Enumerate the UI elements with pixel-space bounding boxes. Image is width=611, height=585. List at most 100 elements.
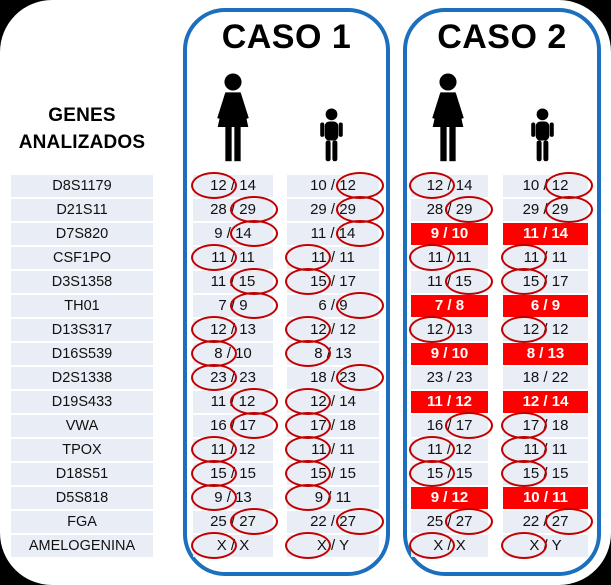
mother-alleles-cell: 25 / 27 xyxy=(193,508,278,535)
mother-alleles-cell: 9 / 14 xyxy=(193,220,278,247)
woman-icon xyxy=(206,72,260,169)
allele-row: 28 / 29 29 / 29 xyxy=(187,196,386,223)
gene-label: D18S51 xyxy=(11,463,153,485)
allele-text: 11 / 11 xyxy=(211,249,255,266)
allele-text: 6 / 9 xyxy=(530,297,561,314)
allele-row: 12 / 14 10 / 12 xyxy=(187,172,386,199)
allele-text: 9 / 13 xyxy=(214,489,252,506)
child-alleles-cell: X / Y xyxy=(285,532,379,559)
child-alleles-cell: 15 / 15 xyxy=(501,460,588,487)
gene-label: D16S539 xyxy=(11,343,153,365)
allele-text: 9 / 11 xyxy=(314,489,352,506)
allele-text: X / X xyxy=(433,537,466,554)
allele-row: X / X X / Y xyxy=(187,532,386,559)
allele-text: 6 / 9 xyxy=(318,297,348,314)
allele-row: 28 / 29 29 / 29 xyxy=(407,196,597,223)
allele-text: 22 / 27 xyxy=(310,513,356,530)
allele-text: 9 / 12 xyxy=(430,489,469,506)
mother-alleles-cell: 9 / 12 xyxy=(411,487,488,509)
mother-alleles-cell: 23 / 23 xyxy=(411,367,488,389)
allele-text: 9 / 10 xyxy=(430,345,469,362)
allele-text: 12 / 13 xyxy=(426,321,473,338)
allele-row: 8 / 10 8 / 13 xyxy=(187,340,386,367)
mother-alleles-cell: 11 / 11 xyxy=(191,244,273,271)
allele-text: 11 / 12 xyxy=(426,393,473,410)
allele-row: 11 / 11 11 / 11 xyxy=(187,244,386,271)
allele-rows: 12 / 14 10 / 12 28 / 29 29 / 29 9 / 10 11 / 1… xyxy=(407,172,597,559)
child-alleles-cell: 8 / 13 xyxy=(285,340,379,367)
child-alleles-cell: 10 / 12 xyxy=(503,172,593,199)
allele-row: 11 / 15 15 / 17 xyxy=(407,268,597,295)
gene-label: D7S820 xyxy=(11,223,153,245)
mother-alleles-cell: 9 / 10 xyxy=(411,223,488,245)
mother-alleles-cell: 23 / 23 xyxy=(191,364,273,391)
allele-text: X / X xyxy=(216,537,250,554)
allele-row: 16 / 17 17 / 18 xyxy=(187,412,386,439)
mother-alleles-cell: 12 / 14 xyxy=(191,172,273,199)
mother-alleles-cell: 28 / 29 xyxy=(411,196,493,223)
genes-header-line1: GENES xyxy=(48,105,116,126)
allele-row: 15 / 15 15 / 15 xyxy=(407,460,597,487)
allele-row: 25 / 27 22 / 27 xyxy=(407,508,597,535)
allele-text: 11 / 12 xyxy=(210,441,256,458)
mother-alleles-cell: 9 / 13 xyxy=(191,484,273,511)
allele-text: 9 / 10 xyxy=(430,225,469,242)
gene-label: D21S11 xyxy=(11,199,153,221)
child-alleles-cell: 6 / 9 xyxy=(503,295,588,317)
allele-row: 11 / 12 12 / 14 xyxy=(407,391,597,413)
allele-text: 11 / 12 xyxy=(427,441,472,458)
allele-text: 10 / 11 xyxy=(522,489,569,506)
allele-row: 9 / 13 9 / 11 xyxy=(187,484,386,511)
mother-alleles-cell: 11 / 12 xyxy=(411,391,488,413)
mother-alleles-cell: 11 / 15 xyxy=(193,268,278,295)
allele-text: 18 / 22 xyxy=(522,369,569,386)
child-alleles-cell: 8 / 13 xyxy=(503,343,588,365)
child-alleles-cell: 12 / 12 xyxy=(501,316,588,343)
gene-label: CSF1PO xyxy=(11,247,153,269)
allele-row: 9 / 10 8 / 13 xyxy=(407,343,597,365)
mother-alleles-cell: 8 / 10 xyxy=(191,340,273,367)
case2-title: CASO 2 xyxy=(437,18,567,56)
allele-text: 11 / 14 xyxy=(522,225,569,242)
child-alleles-cell: 15 / 17 xyxy=(285,268,379,295)
allele-text: 11 / 11 xyxy=(523,249,568,266)
allele-row: 23 / 23 18 / 22 xyxy=(407,367,597,389)
child-alleles-cell: 11 / 11 xyxy=(501,244,588,271)
gene-label: D19S433 xyxy=(11,391,153,413)
mother-alleles-cell: 11 / 12 xyxy=(193,388,278,415)
child-alleles-cell: 18 / 22 xyxy=(503,367,588,389)
allele-text: 8 / 13 xyxy=(314,345,352,362)
allele-row: 9 / 14 11 / 14 xyxy=(187,220,386,247)
child-alleles-cell: 10 / 11 xyxy=(503,487,588,509)
allele-text: 16 / 17 xyxy=(426,417,473,434)
allele-text: 17 / 18 xyxy=(522,417,569,434)
mother-alleles-cell: 12 / 13 xyxy=(409,316,488,343)
allele-row: 7 / 9 6 / 9 xyxy=(187,292,386,319)
allele-text: 7 / 8 xyxy=(434,297,465,314)
gene-label: AMELOGENINA xyxy=(11,535,153,557)
allele-text: 16 / 17 xyxy=(210,417,256,434)
allele-text: 10 / 12 xyxy=(310,177,356,194)
allele-row: 15 / 15 15 / 15 xyxy=(187,460,386,487)
child-alleles-cell: 11 / 11 xyxy=(285,244,379,271)
child-alleles-cell: 12 / 14 xyxy=(285,388,379,415)
child-alleles-cell: 9 / 11 xyxy=(285,484,379,511)
child-alleles-cell: 29 / 29 xyxy=(287,196,384,223)
child-alleles-cell: 6 / 9 xyxy=(287,292,384,319)
mother-alleles-cell: 12 / 14 xyxy=(409,172,488,199)
child-alleles-cell: 15 / 17 xyxy=(501,268,588,295)
mother-alleles-cell: 11 / 15 xyxy=(411,268,493,295)
allele-text: 15 / 15 xyxy=(210,465,256,482)
allele-row: 9 / 10 11 / 14 xyxy=(407,223,597,245)
allele-text: 12 / 13 xyxy=(210,321,256,338)
genes-list: D8S1179 D21S11 D7S820 CSF1PO D3S1358 TH01 D13S… xyxy=(11,175,153,559)
allele-row: X / X X / Y xyxy=(407,532,597,559)
allele-row: 11 / 12 12 / 14 xyxy=(187,388,386,415)
allele-text: 12 / 14 xyxy=(210,177,256,194)
allele-text: 28 / 29 xyxy=(210,201,256,218)
allele-text: 29 / 29 xyxy=(310,201,356,218)
mother-alleles-cell: 25 / 27 xyxy=(411,508,493,535)
woman-icon xyxy=(421,72,475,169)
allele-row: 12 / 13 12 / 12 xyxy=(187,316,386,343)
genes-header-line2: ANALIZADOS xyxy=(18,132,146,153)
